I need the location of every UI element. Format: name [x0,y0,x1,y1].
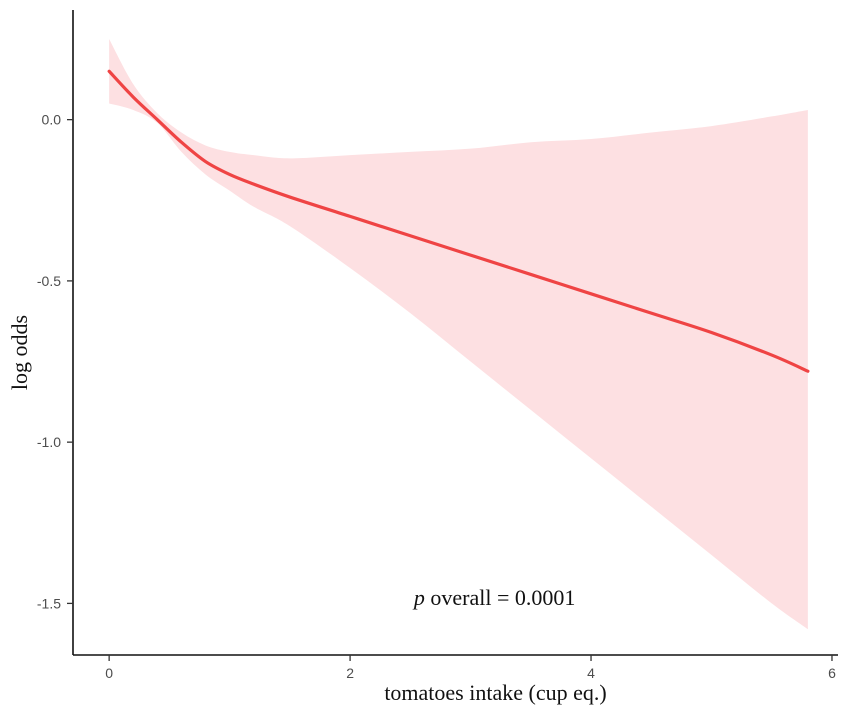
labels: 0 2 4 6 0.0 -0.5 -1.0 -1.5 tomatoes intake (cup … [7,112,836,705]
plot-area [107,39,810,630]
y-tick-label: -1.5 [37,595,61,611]
confidence-band [109,39,808,630]
p-symbol: p [412,585,425,610]
axes [67,10,838,661]
p-value-annotation: p overall = 0.0001 [412,585,576,610]
y-tick-label: -1.0 [37,434,61,450]
y-tick-label: -0.5 [37,273,61,289]
x-tick-label: 0 [105,665,113,681]
x-axis-title: tomatoes intake (cup eq.) [384,680,606,705]
y-axis-title: log odds [7,315,32,390]
x-tick-label: 2 [346,665,354,681]
p-value-text: overall = 0.0001 [425,585,576,610]
y-tick-label: 0.0 [42,112,62,128]
x-tick-label: 6 [828,665,836,681]
fitted-line [107,69,810,373]
x-tick-label: 4 [587,665,595,681]
